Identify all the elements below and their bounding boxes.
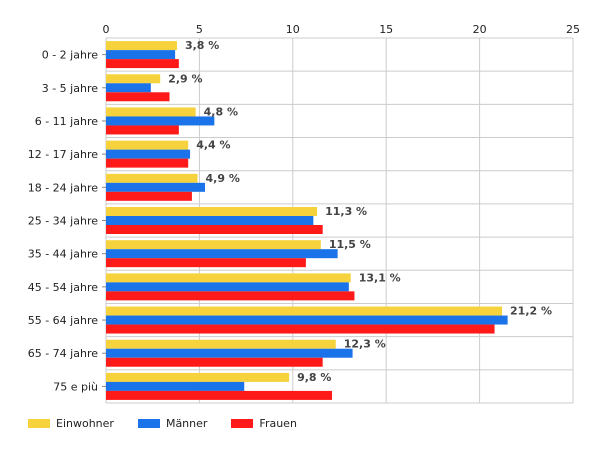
bar-mnner-9 [106, 348, 353, 358]
legend-swatch-einwohner [28, 419, 50, 428]
bar-einwohner-7 [106, 273, 351, 283]
category-label-5: 25 - 34 jahre [28, 215, 99, 228]
data-label-1: 2,9 % [168, 72, 202, 85]
legend-label-einwohner: Einwohner [56, 417, 114, 430]
bar-mnner-1 [106, 83, 151, 93]
bar-mnner-6 [106, 249, 338, 259]
bar-mnner-10 [106, 381, 245, 391]
chart-legend: Einwohner Männer Frauen [28, 417, 321, 430]
bar-frauen-0 [106, 59, 179, 69]
x-tick-label-1: 5 [196, 23, 203, 36]
category-label-0: 0 - 2 jahre [42, 49, 99, 62]
category-label-9: 65 - 74 jahre [28, 347, 99, 360]
data-label-7: 13,1 % [359, 271, 401, 284]
category-label-1: 3 - 5 jahre [42, 82, 99, 95]
bar-einwohner-1 [106, 74, 161, 84]
category-label-8: 55 - 64 jahre [28, 314, 99, 327]
bar-einwohner-6 [106, 240, 321, 250]
data-label-0: 3,8 % [185, 39, 219, 52]
data-label-6: 11,5 % [329, 238, 371, 251]
legend-item-einwohner: Einwohner [28, 417, 114, 430]
bar-frauen-6 [106, 258, 306, 268]
x-tick-label-2: 10 [286, 23, 300, 36]
bar-frauen-2 [106, 125, 179, 135]
category-label-6: 35 - 44 jahre [28, 248, 99, 261]
legend-label-frauen: Frauen [259, 417, 297, 430]
bar-einwohner-9 [106, 339, 336, 349]
bar-mnner-8 [106, 315, 508, 325]
bar-einwohner-2 [106, 107, 196, 117]
data-label-8: 21,2 % [510, 305, 552, 318]
data-label-9: 12,3 % [344, 338, 386, 351]
bar-einwohner-4 [106, 173, 198, 183]
bar-einwohner-10 [106, 372, 290, 382]
x-tick-label-3: 15 [379, 23, 393, 36]
category-label-7: 45 - 54 jahre [28, 281, 99, 294]
data-label-5: 11,3 % [325, 205, 367, 218]
data-label-2: 4,8 % [204, 105, 238, 118]
bar-einwohner-5 [106, 207, 318, 216]
legend-swatch-maenner [137, 419, 160, 428]
bar-mnner-5 [106, 216, 314, 225]
bar-frauen-7 [106, 291, 355, 301]
bar-einwohner-3 [106, 140, 189, 150]
bar-frauen-3 [106, 158, 189, 168]
bar-frauen-8 [106, 324, 495, 334]
bar-frauen-4 [106, 191, 192, 201]
category-label-4: 18 - 24 jahre [28, 181, 99, 194]
legend-item-frauen: Frauen [231, 417, 297, 430]
x-tick-label-4: 20 [473, 23, 487, 36]
legend-label-maenner: Männer [165, 417, 208, 430]
category-label-3: 12 - 17 jahre [28, 148, 99, 161]
legend-swatch-frauen [231, 419, 254, 428]
category-label-10: 75 e più [53, 380, 98, 393]
x-tick-label-0: 0 [103, 23, 110, 36]
bar-frauen-10 [106, 390, 333, 400]
bar-einwohner-8 [106, 306, 503, 316]
bar-einwohner-0 [106, 41, 177, 51]
bar-frauen-5 [106, 225, 323, 234]
bar-mnner-7 [106, 282, 349, 292]
bar-mnner-2 [106, 116, 215, 126]
data-label-4: 4,9 % [206, 172, 240, 185]
bar-mnner-4 [106, 182, 206, 192]
data-label-10: 9,8 % [297, 371, 331, 384]
bar-frauen-9 [106, 357, 323, 367]
x-tick-label-5: 25 [566, 23, 580, 36]
bar-mnner-3 [106, 149, 191, 159]
data-label-3: 4,4 % [196, 139, 230, 152]
bar-mnner-0 [106, 50, 176, 60]
legend-item-maenner: Männer [137, 417, 208, 430]
category-label-2: 6 - 11 jahre [35, 115, 99, 128]
bar-frauen-1 [106, 92, 170, 102]
